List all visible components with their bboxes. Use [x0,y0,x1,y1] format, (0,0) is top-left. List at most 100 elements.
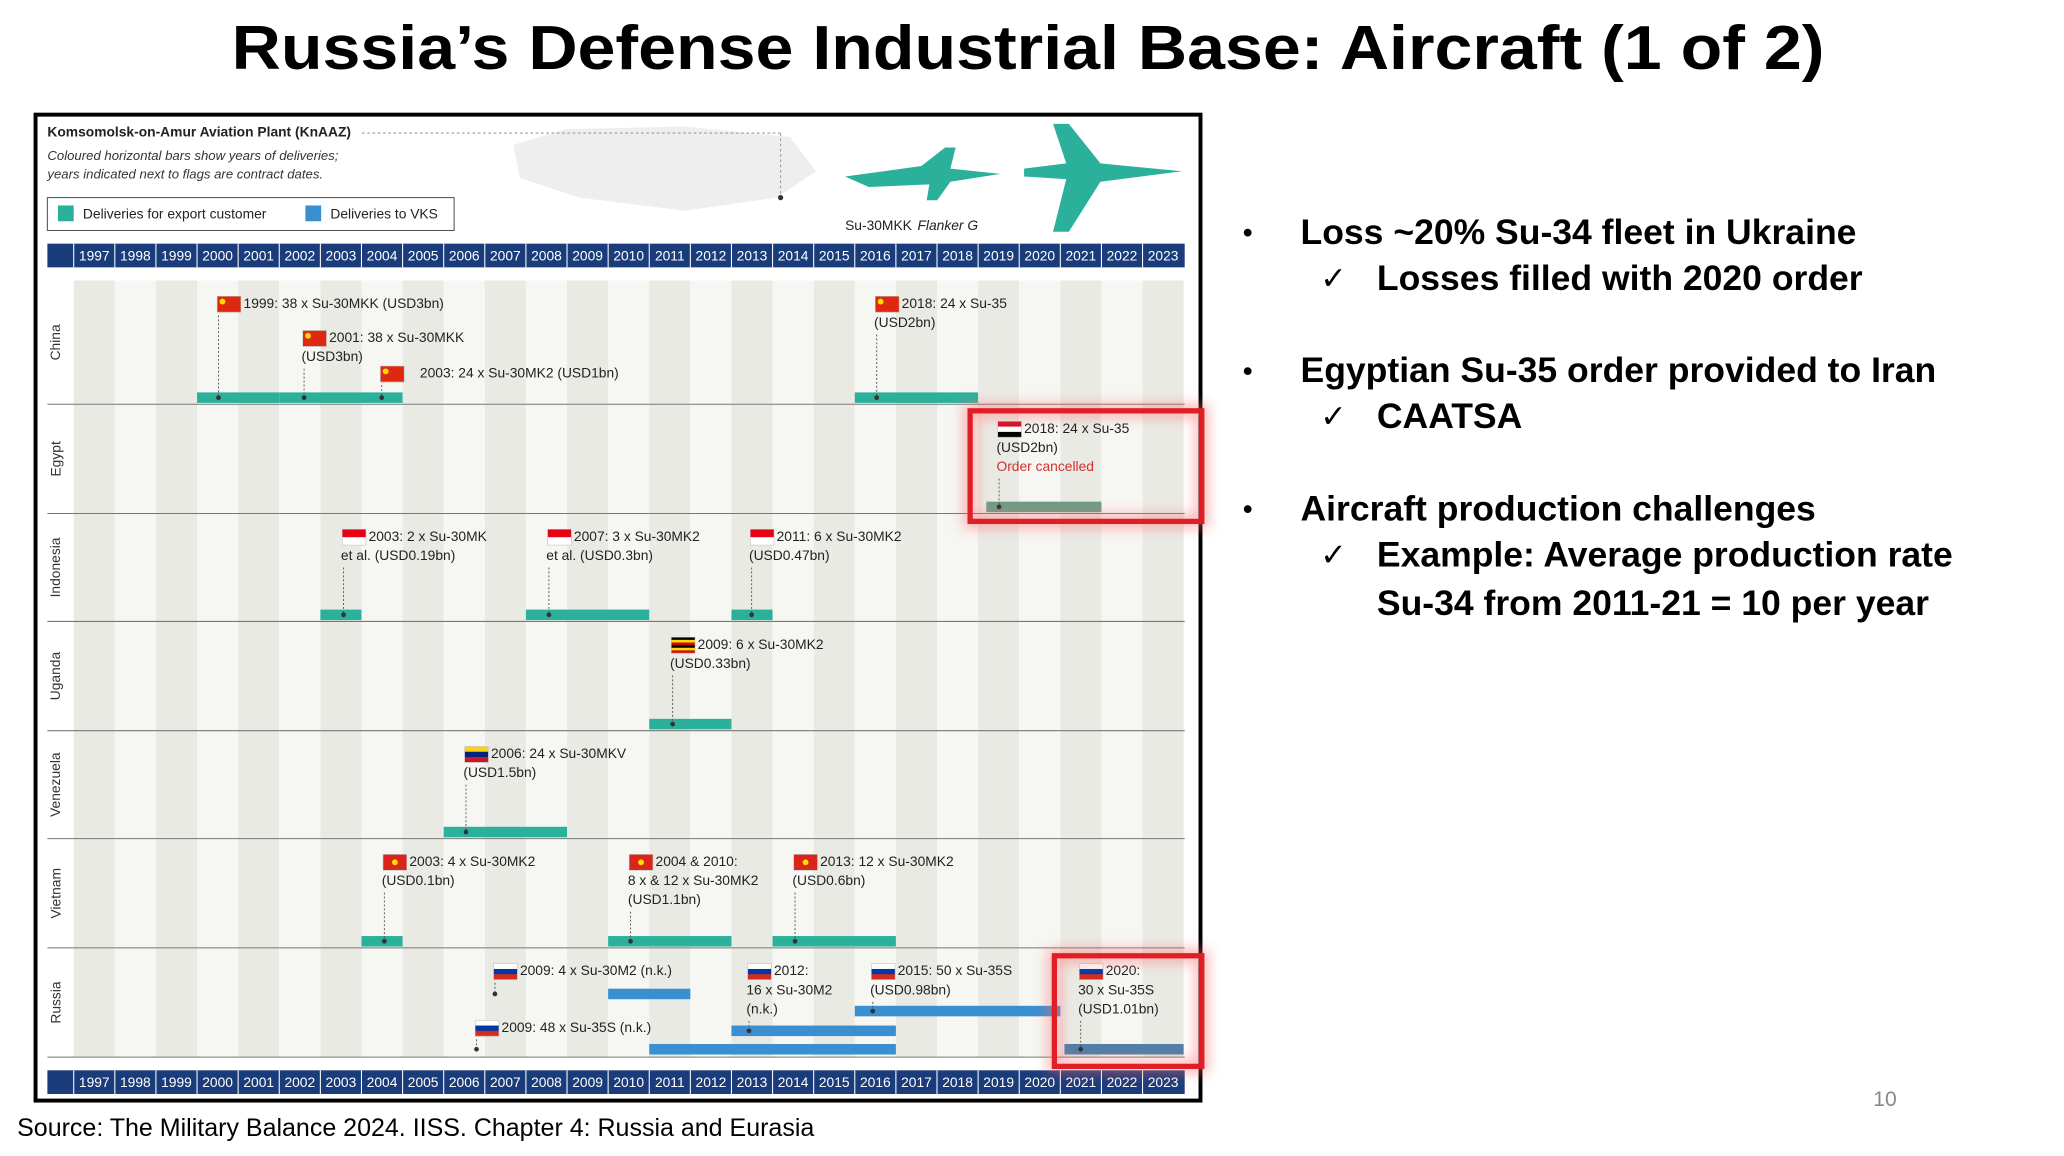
deal-leader-dot [379,395,385,401]
year-label: 2000 [202,247,233,263]
year-label: 2012 [696,247,727,263]
flag-stripe [547,537,572,546]
deal-text: 2001: 38 x Su-30MKK [329,329,465,345]
flag [464,746,489,763]
flag-border [547,529,572,546]
year-label: 2014 [778,247,809,263]
year-label: 2017 [901,1074,932,1090]
flag-stripe [464,746,489,753]
year-label: 2002 [284,247,315,263]
deal-text: (USD0.1bn) [382,872,455,888]
year-label: 2010 [613,247,644,263]
flag [382,854,408,871]
year-stripe [1060,280,1102,1058]
deal-text: 2015: 50 x Su-35S [898,962,1012,978]
flag-stripe [464,751,489,758]
deal-leader-dot [749,612,754,618]
year-label: 2020 [1024,247,1055,263]
flag-star [382,368,389,375]
flag-stripe [493,974,518,980]
year-label: 2008 [531,1074,562,1090]
year-label: 2005 [408,1074,439,1090]
flag-stripe [871,963,896,970]
year-stripe [402,280,444,1058]
year-stripe [197,280,239,1058]
deal-leader-dot [492,991,498,997]
year-label: 2000 [202,1074,233,1090]
year-label: 2014 [778,1074,809,1090]
bullet-text: Loss ~20% Su-34 fleet in Ukraine [1301,212,1857,252]
year-axis [47,243,1185,268]
deal-text: 2003: 4 x Su-30MK2 [409,853,535,869]
flag [750,529,775,546]
deal-leader-dot [341,612,346,618]
deal-text: et al. (USD0.19bn) [341,547,455,563]
year-stripe [73,280,115,1058]
year-label: 1998 [120,1074,151,1090]
delivery-bar [608,936,732,947]
year-label: 2002 [284,1074,315,1090]
deal-text: (USD1.1bn) [628,891,701,907]
sub-bullet-text: Su-34 from 2011-21 = 10 per year [1377,583,1929,623]
deal-text: (USD2bn) [996,439,1057,455]
delivery-bar [731,1025,896,1037]
year-stripe [155,280,198,1058]
year-label: 2022 [1107,1074,1138,1090]
year-label: 2009 [572,1074,603,1090]
deal-leader-dot [870,1008,876,1014]
flag-stripe [1079,968,1104,975]
delivery-bar [854,392,979,403]
year-label: 2022 [1107,247,1138,263]
row-label: China [47,324,63,360]
year-stripe [978,280,1020,1058]
deal-text: 2003: 24 x Su-30MK2 (USD1bn) [420,365,619,381]
flag-stripe [464,757,489,763]
deal-text: 2018: 24 x Su-35 [1024,420,1130,436]
delivery-bar [772,936,896,947]
delivery-bar [1064,1043,1184,1055]
flag-border [997,421,1022,438]
delivery-bar [608,988,691,1000]
deal-text: (USD2bn) [874,314,935,330]
year-label: 1998 [120,247,151,263]
flag-border [628,854,654,871]
year-label: 2013 [737,1074,768,1090]
legend-label: Deliveries for export customer [83,205,267,221]
row-label: Egypt [47,441,63,476]
delivery-bar [525,609,650,621]
flag-border [750,529,775,546]
sub-bullet-text: Losses filled with 2020 order [1377,258,1863,298]
deal-text: 30 x Su-35S [1078,981,1154,997]
year-label: 1999 [161,1074,192,1090]
legend-box [46,197,455,232]
year-label: 2011 [655,247,685,263]
flag [875,296,900,313]
year-axis [47,1070,1185,1094]
flag-border [875,296,900,313]
year-label: 2006 [449,247,480,263]
legend-label: Deliveries to VKS [330,205,437,221]
flag-stripe [493,968,518,975]
flag [547,529,572,546]
year-label: 2013 [737,247,768,263]
year-label: 2001 [243,247,274,263]
deal-leader-dot [546,612,552,618]
source: Source: The Military Balance 2024. IISS.… [17,1114,814,1142]
aircraft-icon [845,147,1001,201]
flag-stripe [302,330,327,347]
delivery-bar [197,392,280,403]
flag-stripe [875,296,900,313]
year-stripe [279,280,321,1058]
year-label: 2015 [819,247,850,263]
deal-text: 2004 & 2010: [656,853,738,869]
flag-star [305,332,311,339]
year-label: 2003 [326,1074,357,1090]
year-label: 1997 [79,1074,110,1090]
flag [747,963,772,980]
deal-text: (USD3bn) [301,348,362,364]
flag-stripe [380,366,405,383]
page-number: 10 [1873,1088,1896,1111]
legend-swatch [57,205,74,222]
year-label: 2021 [1066,247,1097,263]
bullet-text: Egyptian Su-35 order provided to Iran [1301,350,1937,390]
